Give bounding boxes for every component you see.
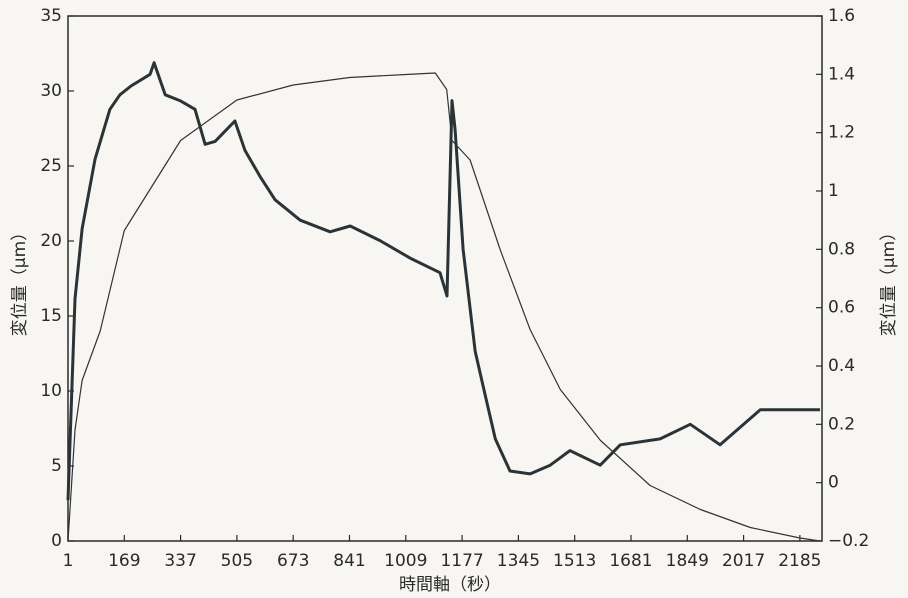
x-tick-label: 1 (63, 551, 74, 571)
x-tick-label: 337 (164, 551, 196, 571)
x-tick-label: 1009 (384, 551, 427, 571)
x-tick-label: 841 (333, 551, 365, 571)
y-tick-label: 25 (40, 156, 62, 176)
y2-axis-label: 変位量（μm） (879, 224, 899, 336)
y2-tick-label: 0.4 (828, 356, 855, 376)
x-tick-label: 505 (221, 551, 253, 571)
x-tick-label: 1513 (553, 551, 596, 571)
y2-tick-label: 1.2 (828, 123, 855, 143)
x-tick-label: 1681 (609, 551, 652, 571)
y-tick-label: 15 (40, 306, 62, 326)
y-tick-label: 30 (40, 81, 62, 101)
data-line (66, 61, 820, 501)
y-tick-label: 5 (51, 456, 62, 476)
x-tick-label: 673 (277, 551, 309, 571)
y2-tick-label: 1.6 (828, 6, 855, 26)
data-line (67, 72, 821, 542)
y2-tick-label: 0.6 (828, 298, 855, 318)
y2-tick-label: 1 (828, 181, 839, 201)
y-tick-label: 0 (51, 531, 62, 551)
x-tick-label: 1177 (440, 551, 483, 571)
y2-tick-label: −0.2 (828, 531, 869, 551)
y-tick-label: 20 (40, 231, 62, 251)
y2-tick-label: 0.8 (828, 239, 855, 259)
y-tick-label: 10 (40, 381, 62, 401)
y2-tick-label: 0.2 (828, 414, 855, 434)
y2-tick-label: 0 (828, 473, 839, 493)
x-axis-label: 時間軸（秒） (399, 575, 501, 595)
x-tick-label: 1849 (666, 551, 709, 571)
x-tick-label: 1345 (497, 551, 540, 571)
y-axis-label: 変位量（μm） (10, 224, 30, 336)
y-tick-label: 35 (40, 6, 62, 26)
x-tick-label: 169 (108, 551, 140, 571)
x-tick-label: 2017 (722, 551, 765, 571)
y2-tick-label: 1.4 (828, 64, 855, 84)
plot-frame (67, 15, 823, 542)
x-tick-label: 2185 (778, 551, 821, 571)
